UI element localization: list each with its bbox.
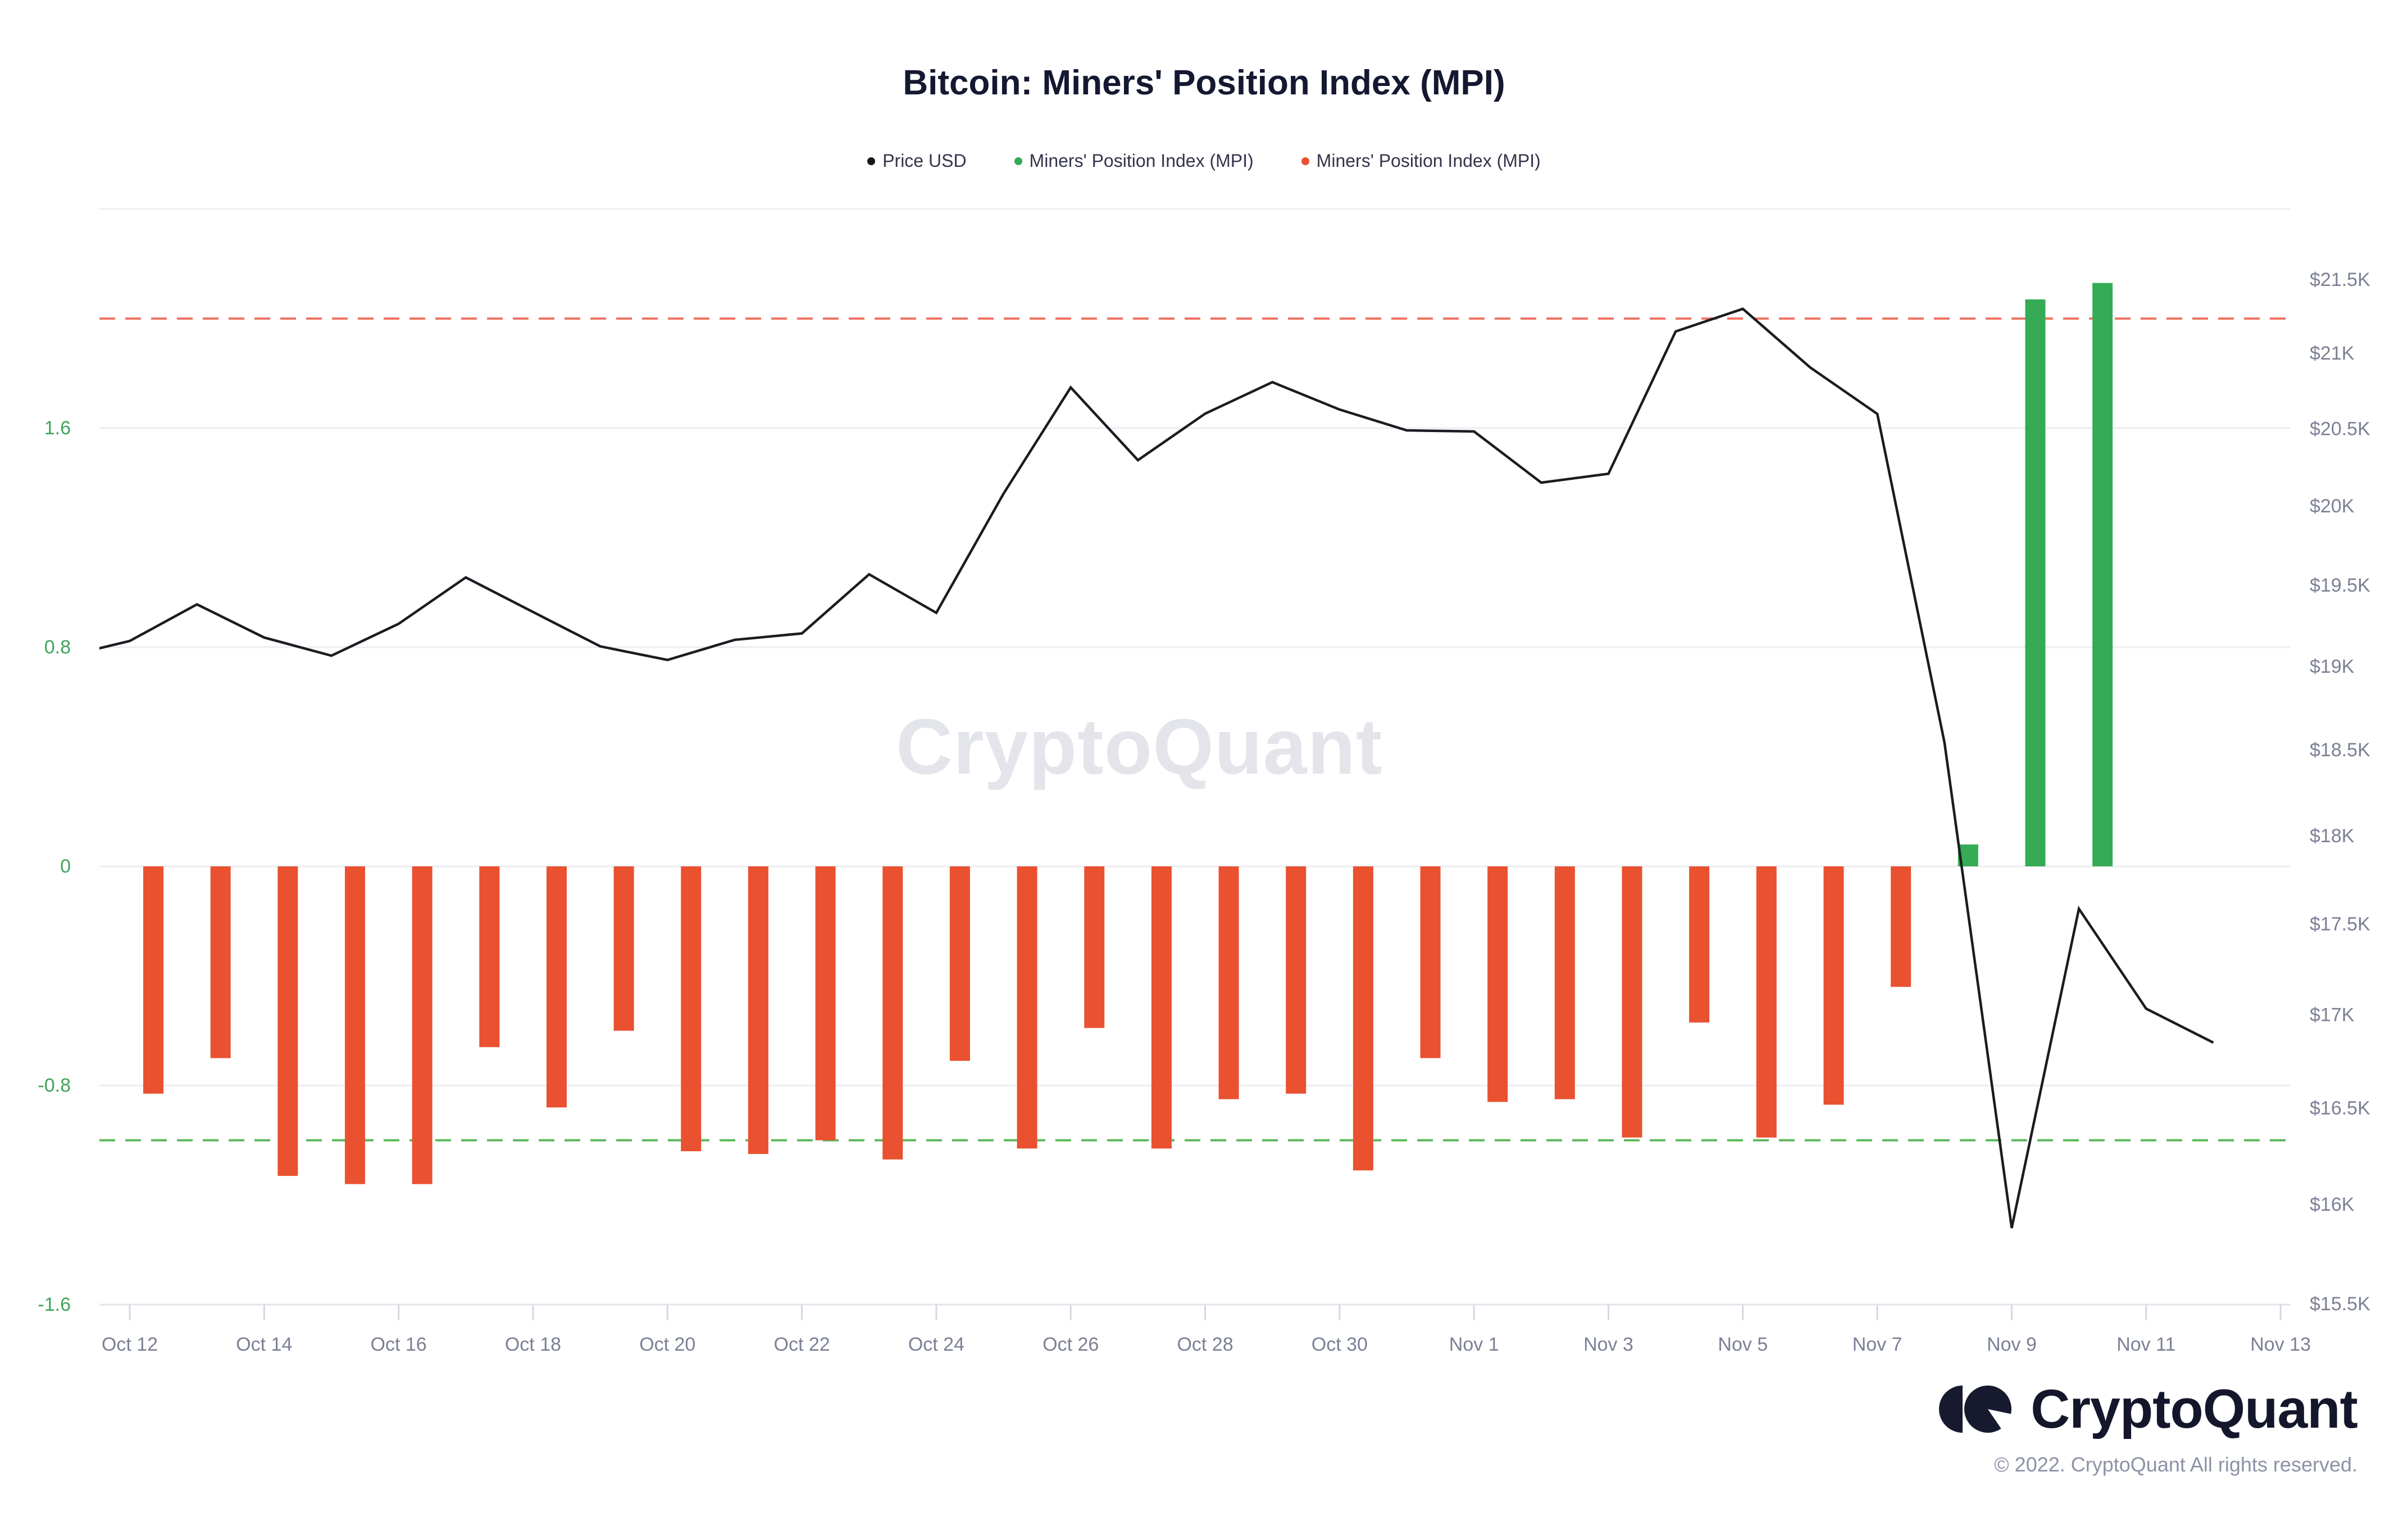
right-axis-label: $20K [2310, 496, 2355, 517]
right-axis-label: $19K [2310, 656, 2355, 678]
mpi-bar[interactable] [1151, 866, 1172, 1149]
x-axis-label: Nov 5 [1718, 1334, 1768, 1355]
right-axis-label: $18K [2310, 825, 2355, 847]
x-axis-label: Oct 20 [639, 1334, 695, 1355]
cryptoquant-logo: CryptoQuant [1938, 1378, 2358, 1441]
right-axis-label: $19.5K [2310, 575, 2370, 596]
mpi-bar[interactable] [1554, 866, 1575, 1100]
mpi-bar[interactable] [210, 866, 231, 1059]
x-axis-label: Oct 18 [505, 1334, 561, 1355]
x-axis-label: Oct 24 [908, 1334, 964, 1355]
footer-copyright: © 2022. CryptoQuant All rights reserved. [1994, 1453, 2357, 1476]
mpi-bar[interactable] [1218, 866, 1239, 1100]
x-axis-label: Oct 26 [1043, 1334, 1099, 1355]
mpi-bar[interactable] [1622, 866, 1642, 1138]
x-axis-label: Oct 12 [102, 1334, 158, 1355]
x-axis-label: Nov 7 [1852, 1334, 1902, 1355]
mpi-bar[interactable] [681, 866, 702, 1151]
legend-item-label: Miners' Position Index (MPI) [1316, 151, 1541, 171]
mpi-positive-dot-icon [1014, 157, 1022, 165]
mpi-bar[interactable] [479, 866, 500, 1047]
mpi-bar[interactable] [1891, 866, 1911, 987]
mpi-bar[interactable] [546, 866, 567, 1107]
right-axis-label: $16.5K [2310, 1098, 2370, 1119]
cryptoquant-logo-icon [1939, 1386, 2014, 1434]
x-axis-label: Oct 14 [236, 1334, 292, 1355]
x-axis-label: Oct 16 [371, 1334, 427, 1355]
right-axis-label: $16K [2310, 1194, 2355, 1215]
x-axis-label: Oct 28 [1177, 1334, 1233, 1355]
legend-item-price-usd[interactable]: Price USD [867, 151, 967, 171]
mpi-bar[interactable] [613, 866, 634, 1031]
x-axis-label: Oct 30 [1312, 1334, 1368, 1355]
mpi-bar[interactable] [2092, 283, 2113, 866]
footer: CryptoQuant © 2022. CryptoQuant All righ… [1938, 1378, 2358, 1477]
cryptoquant-watermark: CryptoQuant [896, 702, 1383, 791]
left-axis-label: 0 [60, 856, 71, 877]
mpi-negative-dot-icon [1301, 157, 1309, 165]
mpi-bar[interactable] [1756, 866, 1777, 1138]
x-axis-label: Nov 11 [2116, 1334, 2175, 1355]
right-axis-label: $21.5K [2310, 269, 2370, 290]
right-axis-label: $17K [2310, 1004, 2355, 1025]
x-axis-label: Oct 22 [774, 1334, 830, 1355]
footer-brand-text: CryptoQuant [2031, 1378, 2358, 1439]
mpi-bar[interactable] [949, 866, 970, 1061]
mpi-bar[interactable] [2025, 299, 2046, 866]
mpi-bar[interactable] [1017, 866, 1037, 1149]
x-axis-label: Nov 1 [1449, 1334, 1499, 1355]
left-axis-label: 0.8 [44, 637, 71, 658]
right-axis-label: $15.5K [2310, 1293, 2370, 1315]
page-title: Bitcoin: Miners' Position Index (MPI) [903, 63, 1505, 102]
left-axis-labels: 1.6 0.8 0 -0.8 -1.6 [38, 417, 71, 1315]
mpi-bar[interactable] [277, 866, 298, 1176]
legend-item-mpi-positive[interactable]: Miners' Position Index (MPI) [1014, 151, 1254, 171]
legend-item-mpi-negative[interactable]: Miners' Position Index (MPI) [1301, 151, 1541, 171]
left-axis-label: 1.6 [44, 417, 71, 439]
price-usd-dot-icon [867, 157, 876, 165]
right-axis-label: $18.5K [2310, 739, 2370, 761]
mpi-bar[interactable] [143, 866, 163, 1094]
mpi-bar[interactable] [882, 866, 903, 1160]
right-axis-labels: $21.5K $21K $20.5K $20K $19.5K $19K $18.5K $18K… [2310, 269, 2370, 1315]
right-axis-label: $17.5K [2310, 914, 2370, 935]
x-axis-label: Nov 13 [2250, 1334, 2311, 1355]
mpi-bar[interactable] [1084, 866, 1105, 1028]
right-axis-label: $20.5K [2310, 418, 2370, 439]
right-axis-label: $21K [2310, 343, 2355, 364]
mpi-bar[interactable] [1823, 866, 1844, 1105]
mpi-bar[interactable] [1487, 866, 1508, 1102]
mpi-bar[interactable] [1420, 866, 1441, 1059]
mpi-bars [143, 283, 2113, 1184]
left-axis-label: -1.6 [38, 1294, 71, 1315]
price-line[interactable] [62, 307, 2214, 1229]
mpi-bar[interactable] [1689, 866, 1710, 1023]
x-axis-label: Nov 3 [1583, 1334, 1633, 1355]
mpi-bar[interactable] [815, 866, 836, 1141]
mpi-bar[interactable] [344, 866, 365, 1184]
mpi-bar[interactable] [1353, 866, 1373, 1171]
left-axis-label: -0.8 [38, 1075, 71, 1096]
mpi-bar[interactable] [412, 866, 433, 1184]
legend: Price USD Miners' Position Index (MPI) M… [0, 151, 2408, 171]
x-axis-label: Nov 9 [1987, 1334, 2037, 1355]
legend-item-label: Price USD [882, 151, 967, 171]
mpi-bar[interactable] [1286, 866, 1307, 1094]
legend-item-label: Miners' Position Index (MPI) [1029, 151, 1254, 171]
mpi-bar[interactable] [748, 866, 768, 1154]
x-axis-labels: Oct 12 Oct 14 Oct 16 Oct 18 Oct 20 Oct 22 Oct … [102, 1305, 2311, 1355]
